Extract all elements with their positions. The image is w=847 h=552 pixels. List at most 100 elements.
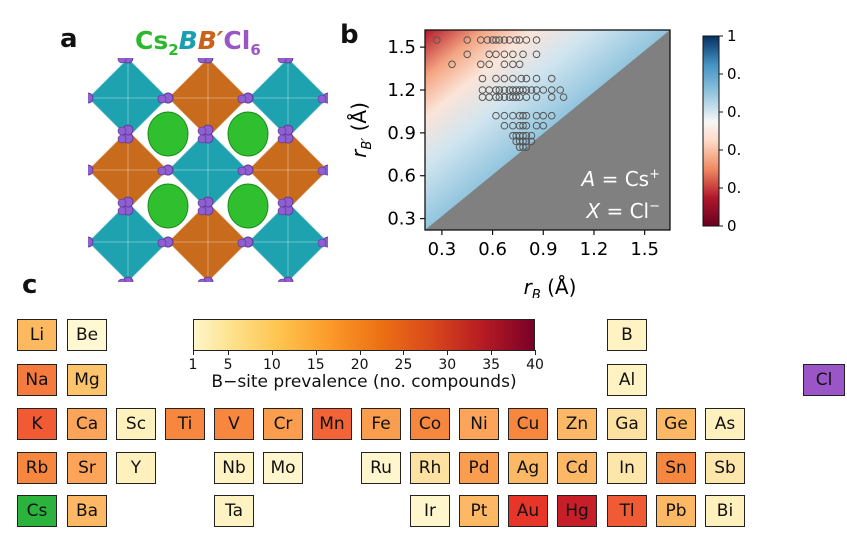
colorbar-b <box>702 35 720 227</box>
element-cell-b: B <box>607 319 647 351</box>
data-point <box>539 121 548 130</box>
element-cell-pd: Pd <box>459 452 499 484</box>
data-point <box>519 143 527 151</box>
element-cell-in: In <box>607 452 647 484</box>
element-cell-rb: Rb <box>17 452 57 484</box>
colorbar-prevalence-label: B−site prevalence (no. compounds) <box>211 372 517 392</box>
cl-anion-61 <box>197 278 207 282</box>
element-cell-al: Al <box>607 364 647 396</box>
data-point <box>448 60 456 69</box>
colorbar-prevalence-tick-mark <box>228 350 230 355</box>
data-point <box>433 36 441 44</box>
data-point <box>463 50 472 59</box>
element-cell-fe: Fe <box>361 408 401 440</box>
data-point <box>485 60 494 69</box>
element-cell-be: Be <box>67 319 107 351</box>
y-axis-label: rB′ (Å) <box>347 102 375 158</box>
colorbar-b-tick-label: 0.4 <box>727 141 740 159</box>
element-cell-mo: Mo <box>263 452 303 484</box>
cl-anion-6 <box>88 92 94 104</box>
data-point <box>547 111 556 120</box>
data-point <box>500 121 509 130</box>
colorbar-prevalence-tick-label: 30 <box>438 357 457 373</box>
colorbar-prevalence-tick-mark <box>193 350 194 355</box>
element-cell-ge: Ge <box>656 408 696 440</box>
cs-cation-2 <box>147 183 189 229</box>
formula-cl-subscript: 6 <box>250 41 261 59</box>
element-cell-cl: Cl <box>803 364 845 396</box>
element-cell-pt: Pt <box>459 495 499 527</box>
element-cell-bi: Bi <box>705 495 745 527</box>
colorbar-b-tick-label: 1 <box>727 27 737 45</box>
data-point <box>519 50 527 59</box>
element-cell-cr: Cr <box>263 408 303 440</box>
data-point <box>492 50 500 59</box>
colorbar-prevalence-tick-mark <box>491 350 493 355</box>
excluded-region <box>425 30 670 230</box>
data-point <box>539 111 548 120</box>
formula-cs: Cs <box>135 26 169 55</box>
data-point <box>515 60 524 69</box>
data-point <box>522 111 531 120</box>
formula-b-prime: B′ <box>197 26 224 55</box>
colorbar-prevalence-tick-mark <box>271 350 273 355</box>
colorbar-b-tick-label: 0.2 <box>727 179 740 197</box>
plot-frame <box>424 29 671 231</box>
data-point <box>512 93 521 101</box>
y-tick-label: 0.9 <box>387 123 416 144</box>
cl-anion-33 <box>197 126 207 136</box>
data-point <box>532 93 541 101</box>
tolerance-probability-chart: 0.3 0.6 0.9 1.2 1.5 0.3 0.6 0.9 1.2 1.5 rB (Å) r… <box>347 27 740 298</box>
colorbar-prevalence-tick-label: 15 <box>306 357 325 373</box>
x-tick-label: 1.5 <box>630 239 659 260</box>
compound-formula: Cs2BB′Cl6 <box>135 26 261 59</box>
data-point <box>500 74 509 83</box>
element-cell-ru: Ru <box>361 452 401 484</box>
colorbar-prevalence-tick-label: 1 <box>188 357 198 373</box>
data-point <box>527 86 536 94</box>
data-point <box>500 36 509 44</box>
panel-label-b: b <box>340 20 359 50</box>
element-cell-rh: Rh <box>410 452 450 484</box>
cl-anion-30 <box>88 164 94 176</box>
cl-anion-41 <box>277 126 287 136</box>
element-cell-li: Li <box>17 319 57 351</box>
x-axis-label: rB (Å) <box>524 275 577 298</box>
cl-anion-19 <box>317 94 327 104</box>
x-tick-label: 0.6 <box>478 239 507 260</box>
data-point <box>476 60 485 69</box>
element-cell-ir: Ir <box>410 495 450 527</box>
cl-anion-17 <box>277 58 287 64</box>
element-cell-k: K <box>17 408 57 440</box>
cl-anion-23 <box>237 94 247 104</box>
cl-anion-54 <box>88 236 94 248</box>
data-point <box>519 111 527 120</box>
element-cell-mn: Mn <box>312 408 352 440</box>
element-cell-mg: Mg <box>67 364 107 396</box>
colorbar-prevalence-tick-mark <box>535 350 536 355</box>
cl-anion-63 <box>157 238 167 248</box>
element-cell-ga: Ga <box>607 408 647 440</box>
cl-anion-47 <box>237 166 247 176</box>
element-cell-co: Co <box>410 408 450 440</box>
data-point <box>492 93 500 101</box>
data-point <box>522 93 531 101</box>
data-point <box>509 50 517 59</box>
cl-anion-65 <box>277 198 287 208</box>
element-cell-ti: Ti <box>165 408 205 440</box>
cl-anion-9 <box>197 58 207 64</box>
data-point <box>547 93 556 101</box>
element-cell-as: As <box>705 408 745 440</box>
element-cell-zn: Zn <box>557 408 597 440</box>
cl-anion-67 <box>317 238 327 248</box>
data-point <box>522 143 531 151</box>
colorbar-b-tick-label: 0.8 <box>727 65 740 83</box>
panel-label-c: c <box>22 270 38 300</box>
data-point <box>522 121 531 130</box>
colorbar-prevalence-tick-mark <box>359 350 361 355</box>
element-cell-sc: Sc <box>116 408 156 440</box>
data-point <box>522 131 531 140</box>
data-point <box>559 93 568 101</box>
data-point <box>527 131 536 140</box>
data-point <box>517 74 526 83</box>
